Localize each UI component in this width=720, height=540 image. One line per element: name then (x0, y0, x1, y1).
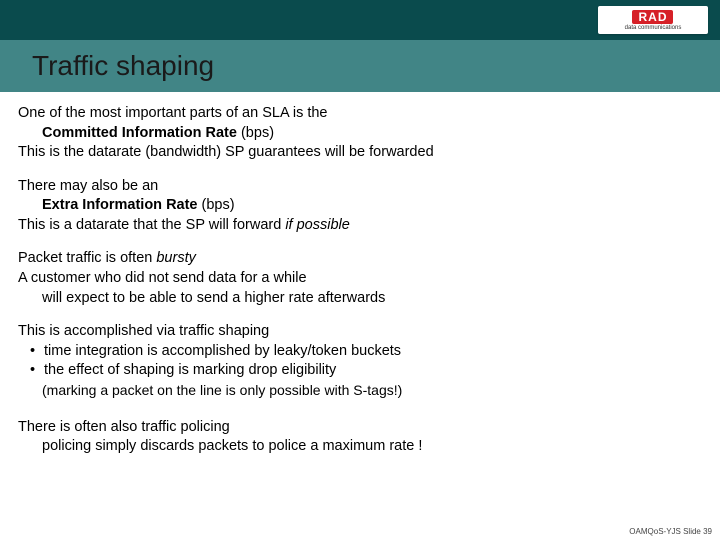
text-italic: if possible (285, 217, 349, 233)
para-cir: One of the most important parts of an SL… (18, 104, 702, 163)
text: One of the most important parts of an SL… (18, 105, 328, 121)
title-bar: Traffic shaping (0, 40, 720, 92)
text: There may also be an (18, 178, 158, 194)
para-bursty: Packet traffic is often bursty A custome… (18, 249, 702, 308)
bullet-icon: • (30, 342, 44, 362)
text: will expect to be able to send a higher … (18, 289, 702, 309)
text: This is the datarate (bandwidth) SP guar… (18, 144, 434, 160)
footer: OAMQoS-YJS Slide 39 (629, 527, 712, 536)
text: A customer who did not send data for a w… (18, 270, 307, 286)
logo: RAD data communications (598, 6, 708, 34)
logo-subtext: data communications (625, 25, 682, 31)
text: Packet traffic is often (18, 250, 156, 266)
bullet-text: time integration is accomplished by leak… (44, 342, 401, 362)
text: policing simply discards packets to poli… (18, 437, 702, 457)
text: There is often also traffic policing (18, 419, 230, 435)
logo-text: RAD (632, 10, 673, 24)
para-shaping: This is accomplished via traffic shaping… (18, 322, 702, 400)
slide: RAD data communications Traffic shaping … (0, 0, 720, 540)
topbar: RAD data communications (0, 0, 720, 40)
text: This is accomplished via traffic shaping (18, 323, 269, 339)
cir-bold: Committed Information Rate (42, 125, 237, 141)
bullet-text: the effect of shaping is marking drop el… (44, 361, 336, 381)
eir-bold: Extra Information Rate (42, 197, 198, 213)
para-eir: There may also be an Extra Information R… (18, 177, 702, 236)
para-policing: There is often also traffic policing pol… (18, 418, 702, 457)
note-text: (marking a packet on the line is only po… (18, 381, 702, 400)
slide-title: Traffic shaping (0, 50, 214, 82)
text: This is a datarate that the SP will forw… (18, 217, 285, 233)
text-italic: bursty (156, 250, 196, 266)
text: (bps) (237, 125, 274, 141)
content: One of the most important parts of an SL… (18, 104, 702, 520)
text: (bps) (198, 197, 235, 213)
bullet-icon: • (30, 361, 44, 381)
